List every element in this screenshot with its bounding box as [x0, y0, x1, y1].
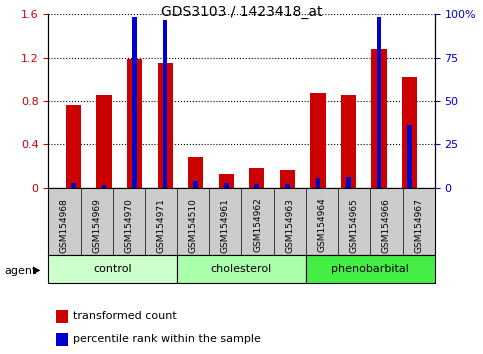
Bar — [346, 177, 351, 188]
Bar — [249, 168, 264, 188]
Bar — [407, 125, 412, 188]
Bar — [188, 157, 203, 188]
Text: agent: agent — [5, 266, 37, 276]
Text: GSM154967: GSM154967 — [414, 198, 423, 253]
Text: GSM154970: GSM154970 — [124, 198, 133, 253]
Text: phenobarbital: phenobarbital — [331, 264, 409, 274]
Bar — [163, 19, 168, 188]
Bar — [255, 184, 259, 188]
Text: GSM154961: GSM154961 — [221, 198, 230, 253]
Bar — [280, 170, 295, 188]
Bar — [219, 173, 234, 188]
Text: GSM154965: GSM154965 — [350, 198, 359, 253]
Bar — [193, 181, 198, 188]
Text: percentile rank within the sample: percentile rank within the sample — [73, 335, 261, 344]
Bar — [285, 184, 290, 188]
Bar — [310, 93, 326, 188]
Text: control: control — [93, 264, 132, 274]
Bar — [127, 59, 142, 188]
Bar — [371, 49, 386, 188]
Text: GSM154971: GSM154971 — [156, 198, 166, 253]
Bar — [132, 17, 137, 188]
Bar — [56, 310, 68, 323]
Text: GSM154966: GSM154966 — [382, 198, 391, 253]
Bar — [315, 178, 320, 188]
Text: GSM154964: GSM154964 — [317, 198, 327, 252]
Text: ▶: ▶ — [32, 265, 40, 275]
Text: GSM154510: GSM154510 — [189, 198, 198, 253]
Text: GSM154968: GSM154968 — [60, 198, 69, 253]
Bar — [377, 17, 381, 188]
Bar — [56, 333, 68, 346]
Bar — [71, 183, 76, 188]
FancyBboxPatch shape — [177, 255, 306, 283]
FancyBboxPatch shape — [48, 255, 177, 283]
Text: GSM154962: GSM154962 — [253, 198, 262, 252]
Bar — [102, 185, 106, 188]
Text: GSM154963: GSM154963 — [285, 198, 294, 253]
Text: cholesterol: cholesterol — [211, 264, 272, 274]
Text: GSM154969: GSM154969 — [92, 198, 101, 253]
Text: GDS3103 / 1423418_at: GDS3103 / 1423418_at — [161, 5, 322, 19]
Bar — [402, 77, 417, 188]
Bar — [157, 63, 173, 188]
Bar — [97, 96, 112, 188]
Bar — [341, 96, 356, 188]
Bar — [66, 105, 81, 188]
Text: transformed count: transformed count — [73, 312, 177, 321]
FancyBboxPatch shape — [306, 255, 435, 283]
Bar — [224, 183, 228, 188]
